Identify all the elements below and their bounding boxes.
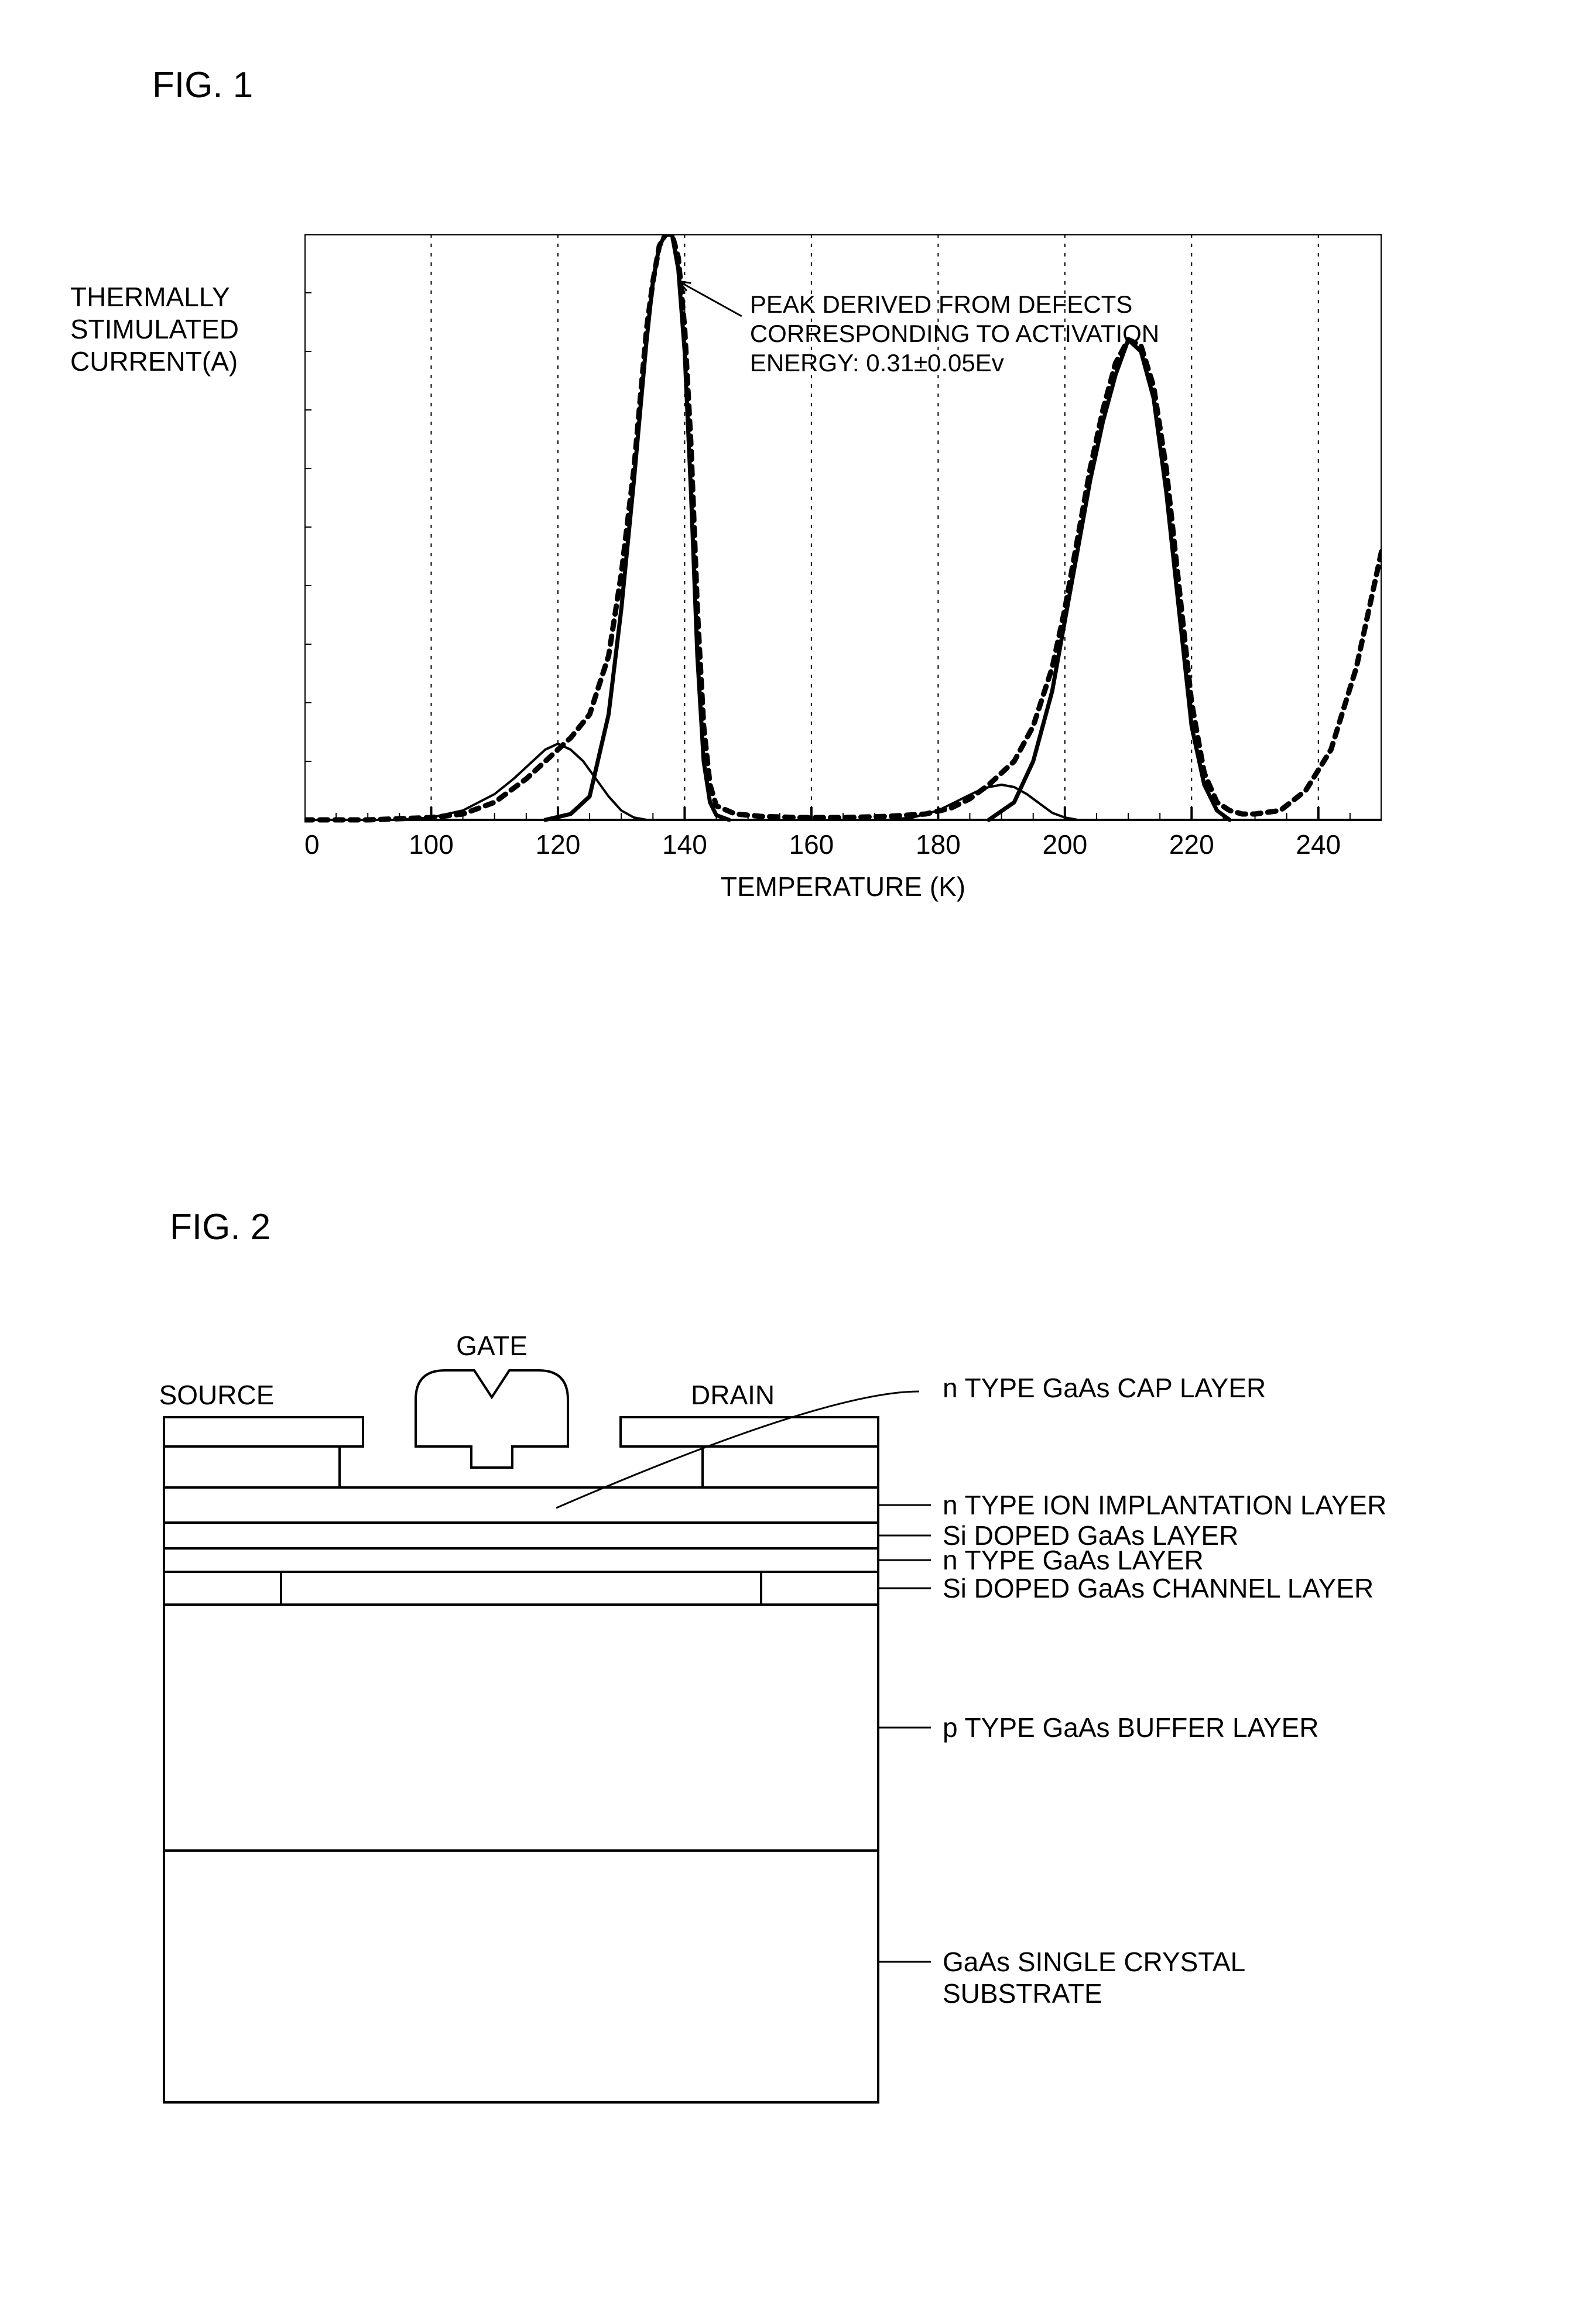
fig1-label: FIG. 1 [152,64,253,106]
svg-text:100: 100 [409,829,454,860]
svg-text:CORRESPONDING TO ACTIVATION: CORRESPONDING TO ACTIVATION [750,320,1159,347]
diagram-svg: SOURCE GATE DRAIN n TYPE GaAs CAP LAYER n TY… [146,1294,1434,2132]
svg-text:240: 240 [1296,829,1341,860]
ylabel: THERMALLY STIMULATED CURRENT(A) [70,281,239,378]
svg-text:160: 160 [789,829,834,860]
svg-text:80: 80 [304,829,320,860]
svg-text:p TYPE GaAs BUFFER LAYER: p TYPE GaAs BUFFER LAYER [943,1712,1319,1743]
svg-text:120: 120 [536,829,581,860]
svg-text:n TYPE ION IMPLANTATION LAYER: n TYPE ION IMPLANTATION LAYER [943,1490,1386,1520]
chart-svg: 801001201401601802002202405×10⁻¹⁰0TEMPER… [304,234,1382,914]
svg-text:PEAK DERIVED FROM DEFECTS: PEAK DERIVED FROM DEFECTS [750,290,1132,318]
fig2-label: FIG. 2 [170,1206,270,1248]
svg-text:180: 180 [916,829,961,860]
svg-text:GaAs SINGLE CRYSTAL: GaAs SINGLE CRYSTAL [943,1947,1245,1977]
svg-text:DRAIN: DRAIN [691,1380,775,1410]
svg-text:200: 200 [1042,829,1087,860]
svg-text:ENERGY: 0.31±0.05Ev: ENERGY: 0.31±0.05Ev [750,349,1004,377]
fig2-diagram: SOURCE GATE DRAIN n TYPE GaAs CAP LAYER n TY… [146,1294,1434,2132]
svg-text:n TYPE GaAs CAP LAYER: n TYPE GaAs CAP LAYER [943,1373,1266,1403]
svg-text:GATE: GATE [456,1331,528,1361]
svg-text:Si DOPED GaAs CHANNEL LAYER: Si DOPED GaAs CHANNEL LAYER [943,1573,1374,1603]
svg-text:SOURCE: SOURCE [159,1380,275,1410]
svg-text:TEMPERATURE (K): TEMPERATURE (K) [721,871,965,902]
svg-text:n TYPE GaAs LAYER: n TYPE GaAs LAYER [943,1545,1204,1575]
fig1-chart: 801001201401601802002202405×10⁻¹⁰0TEMPER… [304,234,1382,914]
svg-text:SUBSTRATE: SUBSTRATE [943,1978,1102,2009]
svg-text:140: 140 [662,829,707,860]
svg-text:220: 220 [1169,829,1214,860]
